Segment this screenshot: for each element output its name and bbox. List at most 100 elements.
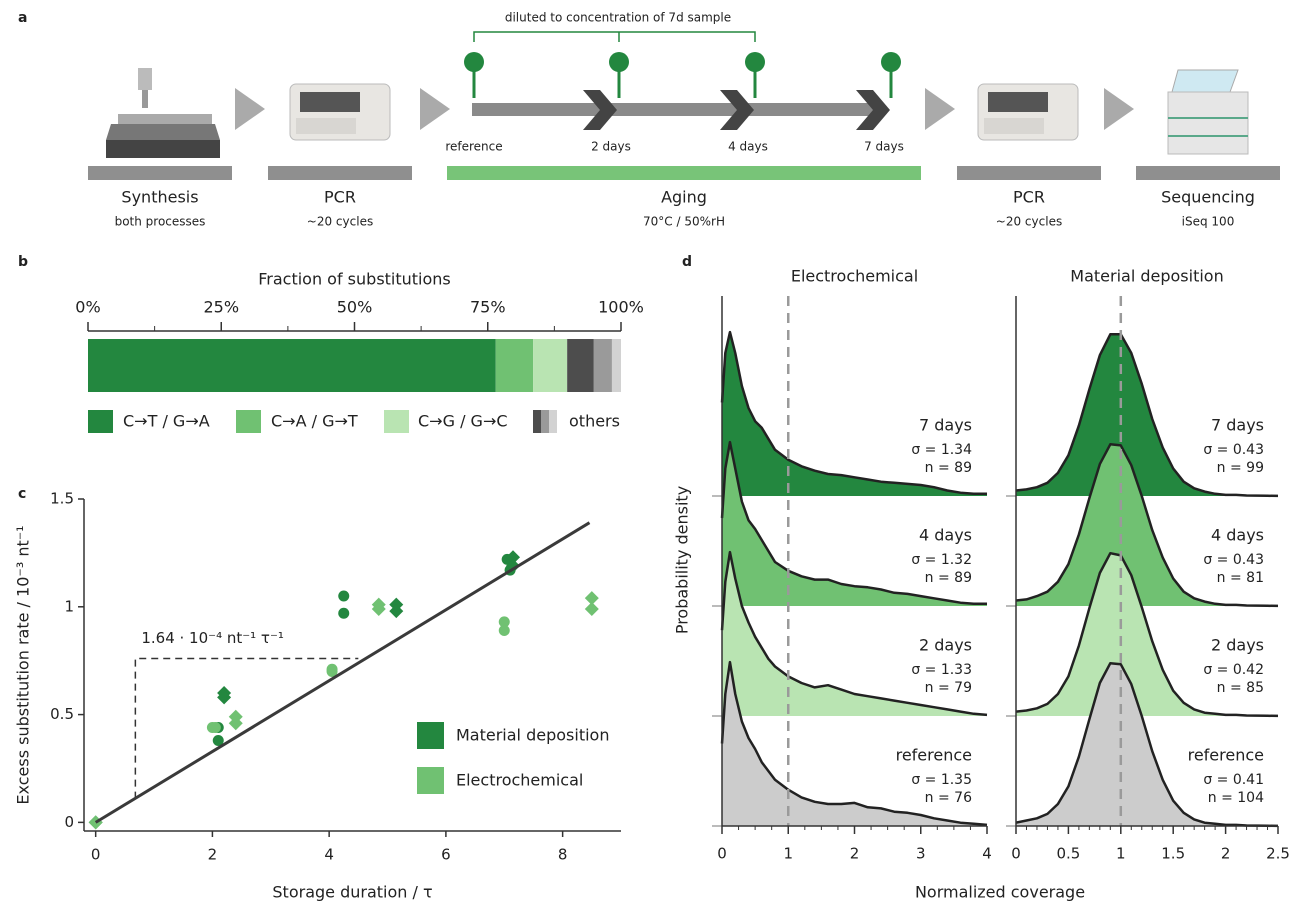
ridge-name: 2 days [919,636,972,655]
ridge-n: n = 79 [925,680,972,696]
x-tick-label: 1 [1116,845,1126,863]
legend-swatch [384,410,409,433]
point [338,591,349,602]
step-bar [447,166,921,180]
aging-timeline [472,32,890,130]
ridge-sigma: σ = 1.35 [911,772,972,788]
bar-segment [533,339,567,392]
step-sub: ~20 cycles [307,215,373,229]
ridge-name: 2 days [1211,636,1264,655]
point [499,625,510,636]
y-axis-title: Probability density [673,486,692,634]
legend-label: others [569,412,620,431]
slope-annotation: 1.64 · 10⁻⁴ nt⁻¹ τ⁻¹ [141,629,284,647]
x-tick-label: 2 [1221,845,1231,863]
step-sub: both processes [115,215,206,229]
sample-pin [881,52,901,72]
x-tick-label: 75% [470,298,506,317]
x-tick-label: 2.5 [1266,845,1290,863]
y-axis-title: Excess substitution rate / 10⁻³ nt⁻¹ [14,525,33,804]
ridge-name: reference [1188,746,1264,765]
x-axis-title: Normalized coverage [915,883,1085,902]
axis-title: Fraction of substitutions [258,270,451,289]
x-tick-label: 3 [916,845,926,863]
x-tick-label: 4 [982,845,992,863]
ridge-name: reference [896,746,972,765]
step-bar [957,166,1101,180]
step-label: Sequencing [1161,188,1255,207]
legend-swatch [417,722,444,749]
timepoint-label: 2 days [591,140,631,154]
step-label: Aging [661,188,707,207]
legend-swatch [88,410,113,433]
point [338,608,349,619]
y-tick-label: 0.5 [50,705,74,723]
ridge-sigma: σ = 0.43 [1203,442,1264,458]
synthesis-icon [106,68,220,158]
legend-label: C→T / G→A [123,412,210,431]
ridge-n: n = 89 [925,570,972,586]
x-tick-label: 50% [337,298,373,317]
panel-label: c [18,486,26,502]
timepoint-label: 7 days [864,140,904,154]
pcr-icon [290,84,390,140]
pcr-icon [978,84,1078,140]
x-tick-label: 25% [203,298,239,317]
x-tick-label: 4 [324,846,334,864]
bar-segment [496,339,533,392]
x-axis-title: Storage duration / τ [272,883,432,902]
bracket-label: diluted to concentration of 7d sample [505,11,731,25]
ridge-n: n = 99 [1217,460,1264,476]
bar-segment [594,339,612,392]
ridge-n: n = 104 [1208,790,1264,806]
ridge-sigma: σ = 0.41 [1203,772,1264,788]
ridge-sigma: σ = 0.43 [1203,552,1264,568]
legend-label: C→G / G→C [418,412,508,431]
sample-pin [464,52,484,72]
x-tick-label: 0 [91,846,101,864]
sample-pin [745,52,765,72]
x-tick-label: 2 [850,845,860,863]
x-tick-label: 0 [1011,845,1021,863]
ridge-n: n = 76 [925,790,972,806]
step-sub: ~20 cycles [996,215,1062,229]
step-sub: 70°C / 50%rH [643,215,725,229]
x-tick-label: 2 [208,846,218,864]
bar-segment [612,339,621,392]
panel-title: Electrochemical [791,267,918,286]
bar-segment [567,339,594,392]
timepoint-label: 4 days [728,140,768,154]
ridge-name: 4 days [1211,526,1264,545]
step-sub: iSeq 100 [1182,215,1235,229]
step-bar [1136,166,1280,180]
x-tick-label: 6 [441,846,451,864]
sequencer-icon [1168,70,1248,154]
figure: abcdSynthesisboth processesPCR~20 cycles… [0,0,1293,904]
point [210,722,221,733]
ridge-sigma: σ = 1.32 [911,552,972,568]
sample-pin [609,52,629,72]
x-tick-label: 100% [598,298,644,317]
panel-label: d [682,254,692,270]
ridge-sigma: σ = 0.42 [1203,662,1264,678]
ridge-n: n = 85 [1217,680,1264,696]
step-label: Synthesis [121,188,198,207]
ridge-name: 7 days [919,416,972,435]
x-tick-label: 0% [75,298,100,317]
timepoint-label: reference [445,140,502,154]
ridge-name: 7 days [1211,416,1264,435]
ridge-n: n = 81 [1217,570,1264,586]
legend-swatch [541,410,549,433]
bar-segment [88,339,496,392]
x-tick-label: 0.5 [1056,845,1080,863]
legend-swatch [549,410,557,433]
legend-swatch [533,410,541,433]
y-tick-label: 1.5 [50,490,74,508]
ridge-sigma: σ = 1.34 [911,442,972,458]
legend-label: C→A / G→T [271,412,358,431]
step-bar [268,166,412,180]
x-tick-label: 0 [717,845,727,863]
x-tick-label: 1.5 [1161,845,1185,863]
ridge-n: n = 89 [925,460,972,476]
legend-label: Electrochemical [456,771,583,790]
